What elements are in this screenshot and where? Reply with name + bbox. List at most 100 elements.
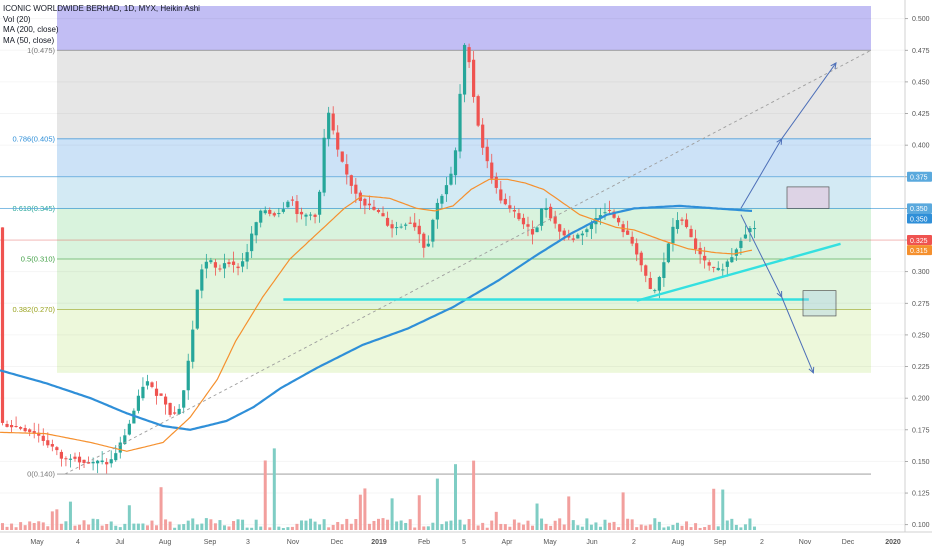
candle-body xyxy=(662,262,666,278)
volume-bar xyxy=(91,518,95,530)
candle-body xyxy=(372,206,376,210)
volume-bar xyxy=(540,518,544,530)
candle-body xyxy=(227,262,231,265)
volume-bar xyxy=(463,524,467,530)
price-badge xyxy=(907,245,932,256)
volume-bar xyxy=(689,527,693,530)
volume-bar xyxy=(354,519,358,530)
volume-bar xyxy=(621,492,625,530)
candle-body xyxy=(68,458,73,460)
time-axis[interactable]: May 4 Jul Aug Sep 3 Nov Dec 2019 Feb 5 Apr May Jun 2 Au… xyxy=(0,531,932,550)
volume-bar xyxy=(96,519,100,530)
candle-body xyxy=(580,233,584,236)
candle-body xyxy=(145,381,150,386)
volume-bar xyxy=(349,523,353,530)
price-badge-label: 0.350 xyxy=(910,216,928,223)
time-tick-label: Aug xyxy=(672,539,685,546)
volume-bar xyxy=(694,523,698,530)
candle-body xyxy=(64,458,68,460)
candle-body xyxy=(290,199,295,201)
volume-bar xyxy=(204,518,208,530)
candle-body xyxy=(607,209,612,211)
candle-body xyxy=(603,212,607,214)
candle-body xyxy=(576,234,580,239)
volume-indicator-label[interactable]: Vol (20) xyxy=(3,14,31,24)
volume-bar xyxy=(675,522,679,530)
volume-bar xyxy=(218,520,222,530)
candle-body xyxy=(363,198,367,206)
volume-bar xyxy=(458,519,462,530)
volume-bar xyxy=(5,526,9,530)
volume-bar xyxy=(277,526,281,530)
volume-bar xyxy=(553,520,557,530)
price-badge-label: 0.325 xyxy=(910,238,928,245)
volume-bars xyxy=(1,448,756,530)
candle-body xyxy=(404,224,408,226)
candles xyxy=(0,43,757,474)
volume-bar xyxy=(164,519,168,530)
volume-bar xyxy=(454,464,457,530)
volume-bar xyxy=(191,518,195,530)
volume-bar xyxy=(381,518,385,530)
candle-body xyxy=(37,432,41,436)
candle-body xyxy=(0,227,5,423)
price-axis[interactable]: 0.500 0.475 0.450 0.425 0.400 0.375 0.350 0.325… xyxy=(904,0,932,550)
ma50-indicator-label[interactable]: MA (50, close) xyxy=(3,35,55,45)
candle-body xyxy=(453,150,458,176)
time-tick-label: 2 xyxy=(760,539,764,546)
volume-bar xyxy=(213,523,217,530)
volume-bar xyxy=(435,478,439,530)
candle-body xyxy=(28,429,32,432)
volume-bar xyxy=(395,521,399,530)
volume-bar xyxy=(186,520,190,530)
time-tick-label: May xyxy=(543,539,557,546)
candle-body xyxy=(684,219,689,228)
volume-bar xyxy=(376,518,380,530)
price-tick-label: 0.175 xyxy=(912,427,930,434)
candle-body xyxy=(462,44,467,95)
volume-bar xyxy=(499,523,503,530)
price-tick-label: 0.150 xyxy=(912,459,930,466)
candle-body xyxy=(748,228,752,233)
candle-body xyxy=(739,240,743,248)
time-tick-label: 3 xyxy=(246,539,250,546)
candle-body xyxy=(671,226,675,244)
volume-bar xyxy=(585,518,589,530)
candle-body xyxy=(281,209,285,212)
candle-body xyxy=(349,175,353,186)
candle-body xyxy=(286,201,290,208)
volume-bar xyxy=(168,521,172,530)
candle-body xyxy=(734,249,738,256)
volume-bar xyxy=(182,524,186,530)
ma200-indicator-label[interactable]: MA (200, close) xyxy=(3,25,59,34)
volume-bar xyxy=(490,520,494,530)
candle-body xyxy=(422,233,426,248)
volume-bar xyxy=(55,509,59,530)
candle-body xyxy=(59,451,63,459)
volume-bar xyxy=(390,498,394,530)
volume-bar xyxy=(716,526,720,530)
candle-body xyxy=(666,243,671,263)
symbol-title[interactable]: ICONIC WORLDWIDE BERHAD, 1D, MYX, Heikin… xyxy=(3,4,200,13)
price-tick-label: 0.300 xyxy=(912,269,930,276)
volume-bar xyxy=(50,511,54,530)
candle-body xyxy=(209,260,213,263)
candle-body xyxy=(526,224,530,227)
drawing-annotations xyxy=(64,49,872,475)
volume-bar xyxy=(245,527,249,530)
candle-body xyxy=(730,257,734,263)
price-axis-bg xyxy=(905,0,932,550)
candle-body xyxy=(105,462,109,465)
candle-body xyxy=(707,262,711,266)
volume-bar xyxy=(209,519,213,530)
volume-bar xyxy=(580,526,584,530)
volume-bar xyxy=(59,523,63,530)
volume-bar xyxy=(503,524,507,530)
candle-body xyxy=(616,217,621,223)
volume-bar xyxy=(105,523,109,530)
fib-band-5 xyxy=(57,259,871,310)
candle-body xyxy=(259,210,263,223)
candle-body xyxy=(150,382,154,387)
volume-bar xyxy=(481,522,485,530)
candle-body xyxy=(236,266,240,269)
